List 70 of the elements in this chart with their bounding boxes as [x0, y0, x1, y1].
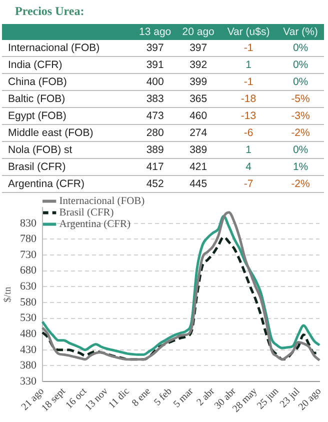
text: 0%: [292, 42, 308, 54]
category-label: Internacional (FOB): [8, 42, 100, 54]
text: -6: [244, 127, 254, 139]
x-tick-label: 25 jun: [255, 386, 281, 412]
text: 280: [146, 127, 164, 139]
legend-label: Internacional (FOB): [59, 196, 146, 207]
text: -3%: [291, 110, 310, 122]
category-label: Egypt (FOB): [8, 110, 66, 122]
category-label: Baltic (FOB): [8, 93, 66, 105]
text: 452: [146, 178, 164, 190]
text: 473: [146, 110, 164, 122]
text: 4: [246, 161, 252, 173]
y-axis-title: $/tn: [2, 286, 14, 302]
text: 389: [190, 144, 208, 156]
text: 417: [146, 161, 164, 173]
text: 421: [190, 161, 208, 173]
text: 0%: [292, 144, 308, 156]
text: Precios Urea:: [14, 3, 86, 20]
category-label: 20 ago: [176, 24, 220, 40]
y-tick-label: 580: [20, 296, 37, 308]
text: -1: [244, 76, 254, 88]
x-tick-label: 8 ene: [130, 386, 154, 409]
text: -5%: [291, 93, 310, 105]
legend-label: Argentina (CFR): [59, 219, 132, 230]
category-label: China (FOB): [8, 76, 67, 88]
text: -18: [240, 93, 256, 105]
text: 1: [246, 59, 252, 71]
y-tick-label: 530: [20, 312, 37, 324]
category-label: 13 ago: [133, 24, 177, 40]
text: 397: [146, 42, 164, 54]
category-label: Var (%): [277, 24, 324, 40]
category-label: Nola (FOB) st: [8, 144, 72, 156]
text: -1: [244, 42, 254, 54]
y-tick-label: 380: [20, 360, 37, 372]
text: 391: [146, 59, 164, 71]
category-label: Middle east (FOB): [8, 127, 94, 139]
text: 365: [190, 93, 208, 105]
text: 1: [246, 144, 252, 156]
text: 399: [190, 76, 208, 88]
text: 383: [146, 93, 164, 105]
text: 392: [190, 59, 208, 71]
y-tick-label: 330: [20, 375, 37, 388]
text: 445: [190, 178, 208, 190]
text: -2%: [291, 178, 310, 190]
text: 389: [146, 144, 164, 156]
y-tick-label: 780: [20, 233, 37, 246]
y-tick-label: 830: [20, 217, 37, 230]
category-label: Var (u$s): [220, 24, 278, 40]
x-tick-label: 11 dic: [106, 386, 132, 411]
y-tick-label: 630: [20, 280, 37, 293]
text: 0%: [292, 59, 308, 71]
y-tick-label: 680: [20, 264, 37, 277]
text: 0%: [292, 76, 308, 88]
text: -13: [240, 110, 256, 122]
legend-label: Brasil (CFR): [59, 208, 114, 218]
x-tick-label: 5 mar: [172, 385, 196, 410]
category-label: Argentina (CFR): [8, 178, 84, 190]
y-tick-label: 480: [20, 328, 37, 340]
x-tick-label: 5 feb: [152, 386, 174, 408]
text: 400: [146, 76, 164, 88]
category-label: India (CFR): [8, 59, 62, 71]
y-tick-label: 730: [20, 248, 37, 261]
text: 274: [190, 127, 208, 139]
text: -2%: [291, 127, 310, 139]
text: -7: [244, 178, 254, 190]
text: 397: [190, 42, 208, 54]
text: 1%: [292, 161, 308, 173]
category-label: Brasil (CFR): [8, 161, 66, 173]
text: 460: [190, 110, 208, 122]
y-tick-label: 430: [20, 344, 37, 356]
